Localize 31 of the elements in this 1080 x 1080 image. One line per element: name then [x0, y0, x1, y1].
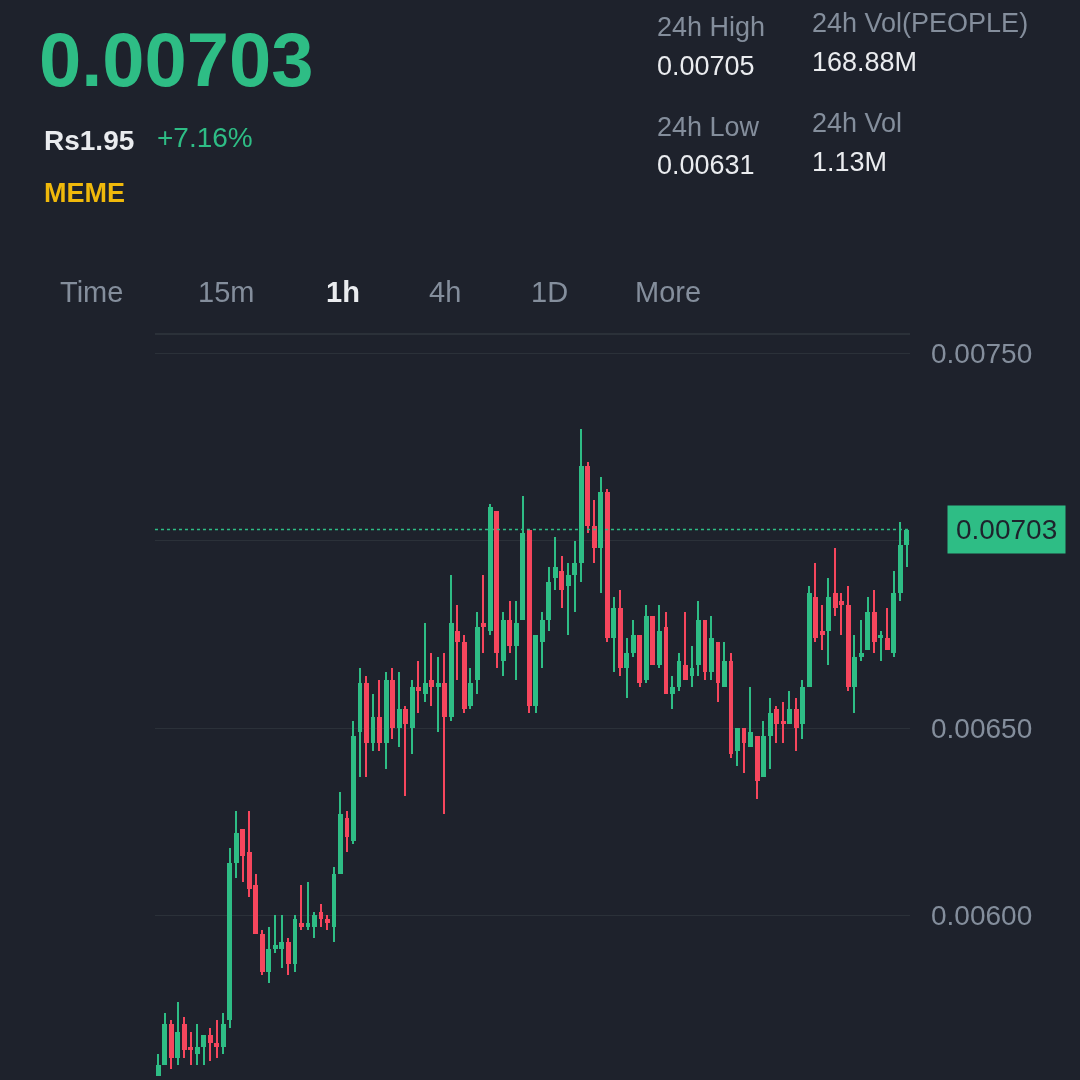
- y-tick-label: 0.00600: [931, 900, 1033, 932]
- candlestick: [415, 660, 421, 713]
- text: 1h: [326, 276, 360, 308]
- text: 0.00705: [657, 51, 755, 81]
- y-tick-label: 0.00750: [931, 338, 1033, 370]
- text: More: [635, 276, 702, 308]
- text: 15m: [198, 276, 255, 308]
- candlestick: [858, 619, 864, 661]
- chart-title: 0.00703: [38, 17, 314, 102]
- candlestick: [819, 604, 825, 650]
- text: 24h Vol: [812, 108, 903, 138]
- text: 0.00631: [657, 150, 755, 180]
- candlestick: [480, 574, 486, 653]
- text: Time: [60, 276, 124, 308]
- text: +7.16%: [157, 122, 253, 153]
- text: 24h Low: [657, 112, 760, 142]
- text: 24h Vol(PEOPLE): [812, 8, 1029, 38]
- text: 1.13M: [812, 147, 888, 177]
- text: MEME: [44, 178, 125, 208]
- candlestick: [435, 656, 441, 732]
- candlestick: [877, 630, 883, 661]
- text: 24h High: [657, 12, 766, 42]
- y-tick-label: 0.00650: [931, 712, 1033, 744]
- candlestick: [780, 701, 786, 743]
- text: 4h: [429, 276, 462, 308]
- candlestick: [298, 884, 304, 930]
- ref-line-label: 0.00703: [956, 514, 1058, 545]
- text: 1D: [531, 276, 569, 308]
- text: Rs1.95: [44, 125, 135, 156]
- text: 168.88M: [812, 47, 918, 77]
- candlestick: [305, 881, 310, 930]
